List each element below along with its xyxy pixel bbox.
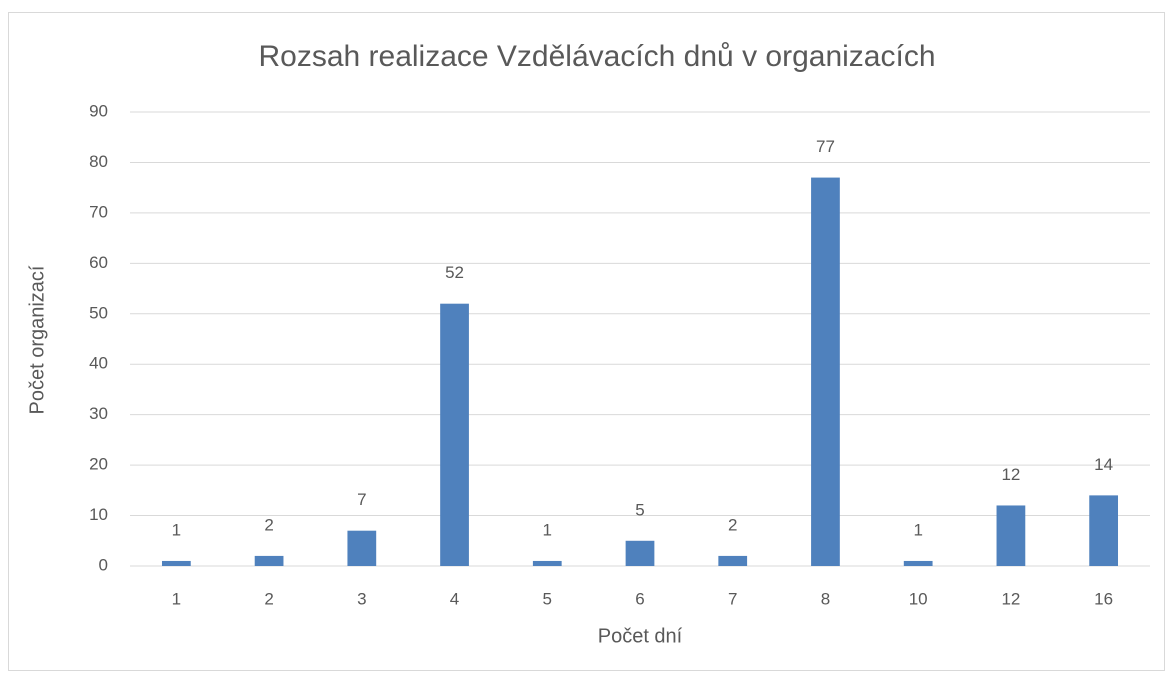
data-label: 1 — [172, 520, 181, 539]
x-tick-label: 4 — [450, 589, 459, 608]
bar — [625, 540, 655, 566]
data-label: 5 — [635, 500, 644, 519]
bar — [347, 530, 377, 566]
y-tick-label: 60 — [89, 253, 108, 272]
x-tick-label: 8 — [821, 589, 830, 608]
x-tick-label: 12 — [1001, 589, 1020, 608]
x-tick-label: 16 — [1094, 589, 1113, 608]
y-tick-label: 10 — [89, 505, 108, 524]
x-tick-label: 7 — [728, 589, 737, 608]
data-label: 14 — [1094, 455, 1113, 474]
y-tick-label: 0 — [99, 555, 108, 574]
bar — [718, 555, 748, 566]
y-tick-label: 20 — [89, 455, 108, 474]
data-label: 1 — [913, 520, 922, 539]
chart-border — [8, 12, 1165, 671]
y-tick-label: 50 — [89, 303, 108, 322]
x-tick-label: 3 — [357, 589, 366, 608]
y-tick-label: 30 — [89, 404, 108, 423]
y-tick-label: 40 — [89, 354, 108, 373]
bar — [903, 560, 933, 566]
bar — [254, 555, 284, 566]
bar — [996, 505, 1026, 566]
bar — [161, 560, 191, 566]
data-label: 2 — [264, 515, 273, 534]
data-label: 2 — [728, 515, 737, 534]
y-tick-label: 80 — [89, 152, 108, 171]
data-label: 7 — [357, 490, 366, 509]
y-axis-label: Počet organizací — [26, 265, 48, 414]
bar — [440, 303, 469, 566]
x-tick-label: 2 — [264, 589, 273, 608]
data-label: 52 — [445, 263, 464, 282]
x-axis-label: Počet dní — [598, 625, 683, 647]
y-tick-label: 70 — [89, 202, 108, 221]
x-tick-label: 5 — [543, 589, 552, 608]
x-tick-label: 6 — [635, 589, 644, 608]
y-tick-label: 90 — [89, 101, 108, 120]
x-tick-label: 10 — [909, 589, 928, 608]
bar — [811, 177, 840, 567]
x-tick-label: 1 — [172, 589, 181, 608]
bar — [532, 560, 562, 566]
chart-title: Rozsah realizace Vzdělávacích dnů v orga… — [258, 40, 935, 73]
data-label: 1 — [543, 520, 552, 539]
data-label: 77 — [816, 137, 835, 156]
bar — [1089, 495, 1119, 566]
data-label: 12 — [1001, 465, 1020, 484]
